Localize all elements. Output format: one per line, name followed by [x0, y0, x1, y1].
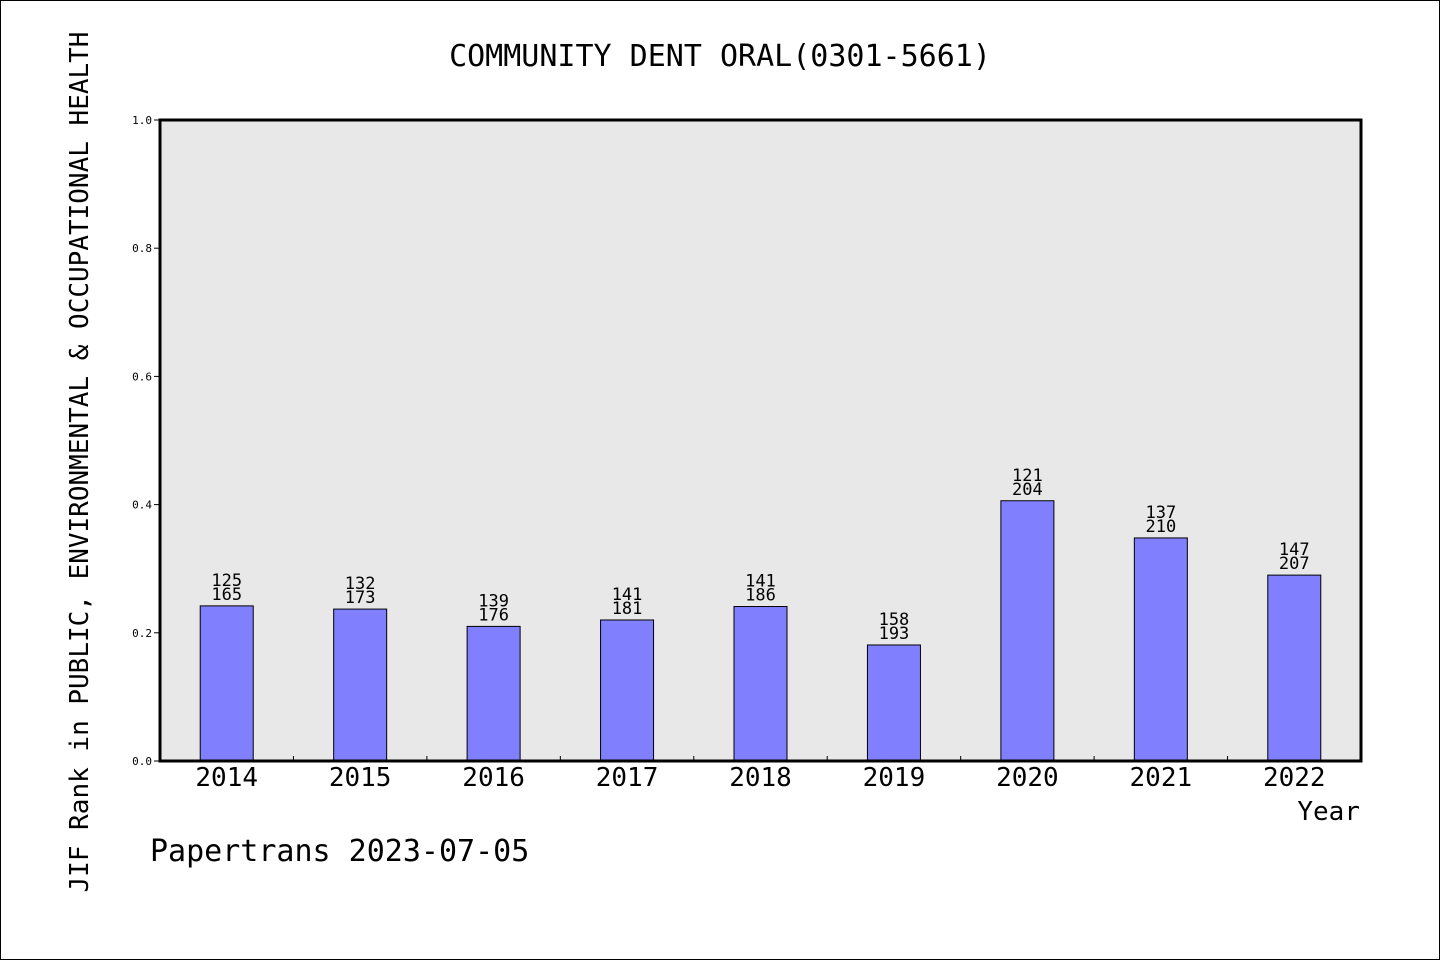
bar-total-label: 165	[211, 585, 242, 605]
bar-2022	[1267, 574, 1322, 762]
bar-2014	[199, 605, 254, 762]
y-tick-label: 0.4	[132, 499, 152, 512]
plot-border	[158, 118, 1363, 763]
bar-total-label: 186	[745, 586, 776, 606]
bar-2018	[733, 606, 788, 762]
x-axis: 2014 2015 2016 2017 2018 2019 2020 2021 2022	[195, 756, 1326, 793]
x-tick-label: 2022	[1263, 763, 1326, 793]
footer-credit: Papertrans 2023-07-05	[150, 834, 530, 869]
bar-total-label: 204	[1012, 480, 1043, 500]
bar-total-label: 176	[478, 605, 509, 625]
x-tick-label: 2018	[729, 763, 792, 793]
x-tick-label: 2017	[596, 763, 659, 793]
chart-title: COMMUNITY DENT ORAL(0301-5661)	[449, 39, 991, 74]
bar-total-label: 181	[612, 599, 643, 619]
bar-rank-label: 141	[745, 572, 776, 592]
x-tick-label: 2014	[195, 763, 258, 793]
y-tick-label: 0.2	[132, 627, 152, 640]
bar-rank-label: 125	[211, 571, 242, 591]
y-axis: 0.0 0.2 0.4 0.6 0.8 1.0	[132, 114, 160, 768]
y-tick-label: 0.8	[132, 242, 152, 255]
bar-rank-label: 141	[612, 585, 643, 605]
y-tick-label: 0.0	[132, 755, 152, 768]
bar-rank-label: 147	[1279, 540, 1310, 560]
bar-2021	[1133, 537, 1188, 762]
x-tick-label: 2020	[996, 763, 1059, 793]
bar-rank-label: 137	[1145, 503, 1176, 523]
bar-rank-label: 121	[1012, 466, 1043, 486]
bar-total-label: 173	[345, 588, 376, 608]
x-tick-label: 2021	[1130, 763, 1193, 793]
bar-total-label: 210	[1145, 517, 1176, 537]
bar-rank-label: 132	[345, 574, 376, 594]
x-tick-label: 2015	[329, 763, 392, 793]
y-tick-label: 1.0	[132, 114, 152, 127]
x-axis-label: Year	[1297, 797, 1360, 827]
x-tick-label: 2019	[863, 763, 926, 793]
bar-2015	[333, 608, 388, 762]
bar-2017	[600, 619, 655, 762]
y-axis-label: JIF Rank in PUBLIC, ENVIRONMENTAL & OCCU…	[65, 32, 95, 893]
bar-2016	[466, 625, 521, 762]
x-tick-label: 2016	[462, 763, 525, 793]
bar-total-label: 193	[879, 624, 910, 644]
bar-2020	[1000, 500, 1055, 762]
y-tick-label: 0.6	[132, 370, 152, 383]
bar-rank-label: 139	[478, 591, 509, 611]
bar-total-label: 207	[1279, 554, 1310, 574]
bar-rank-label: 158	[879, 610, 910, 630]
bar-2019	[866, 644, 921, 762]
